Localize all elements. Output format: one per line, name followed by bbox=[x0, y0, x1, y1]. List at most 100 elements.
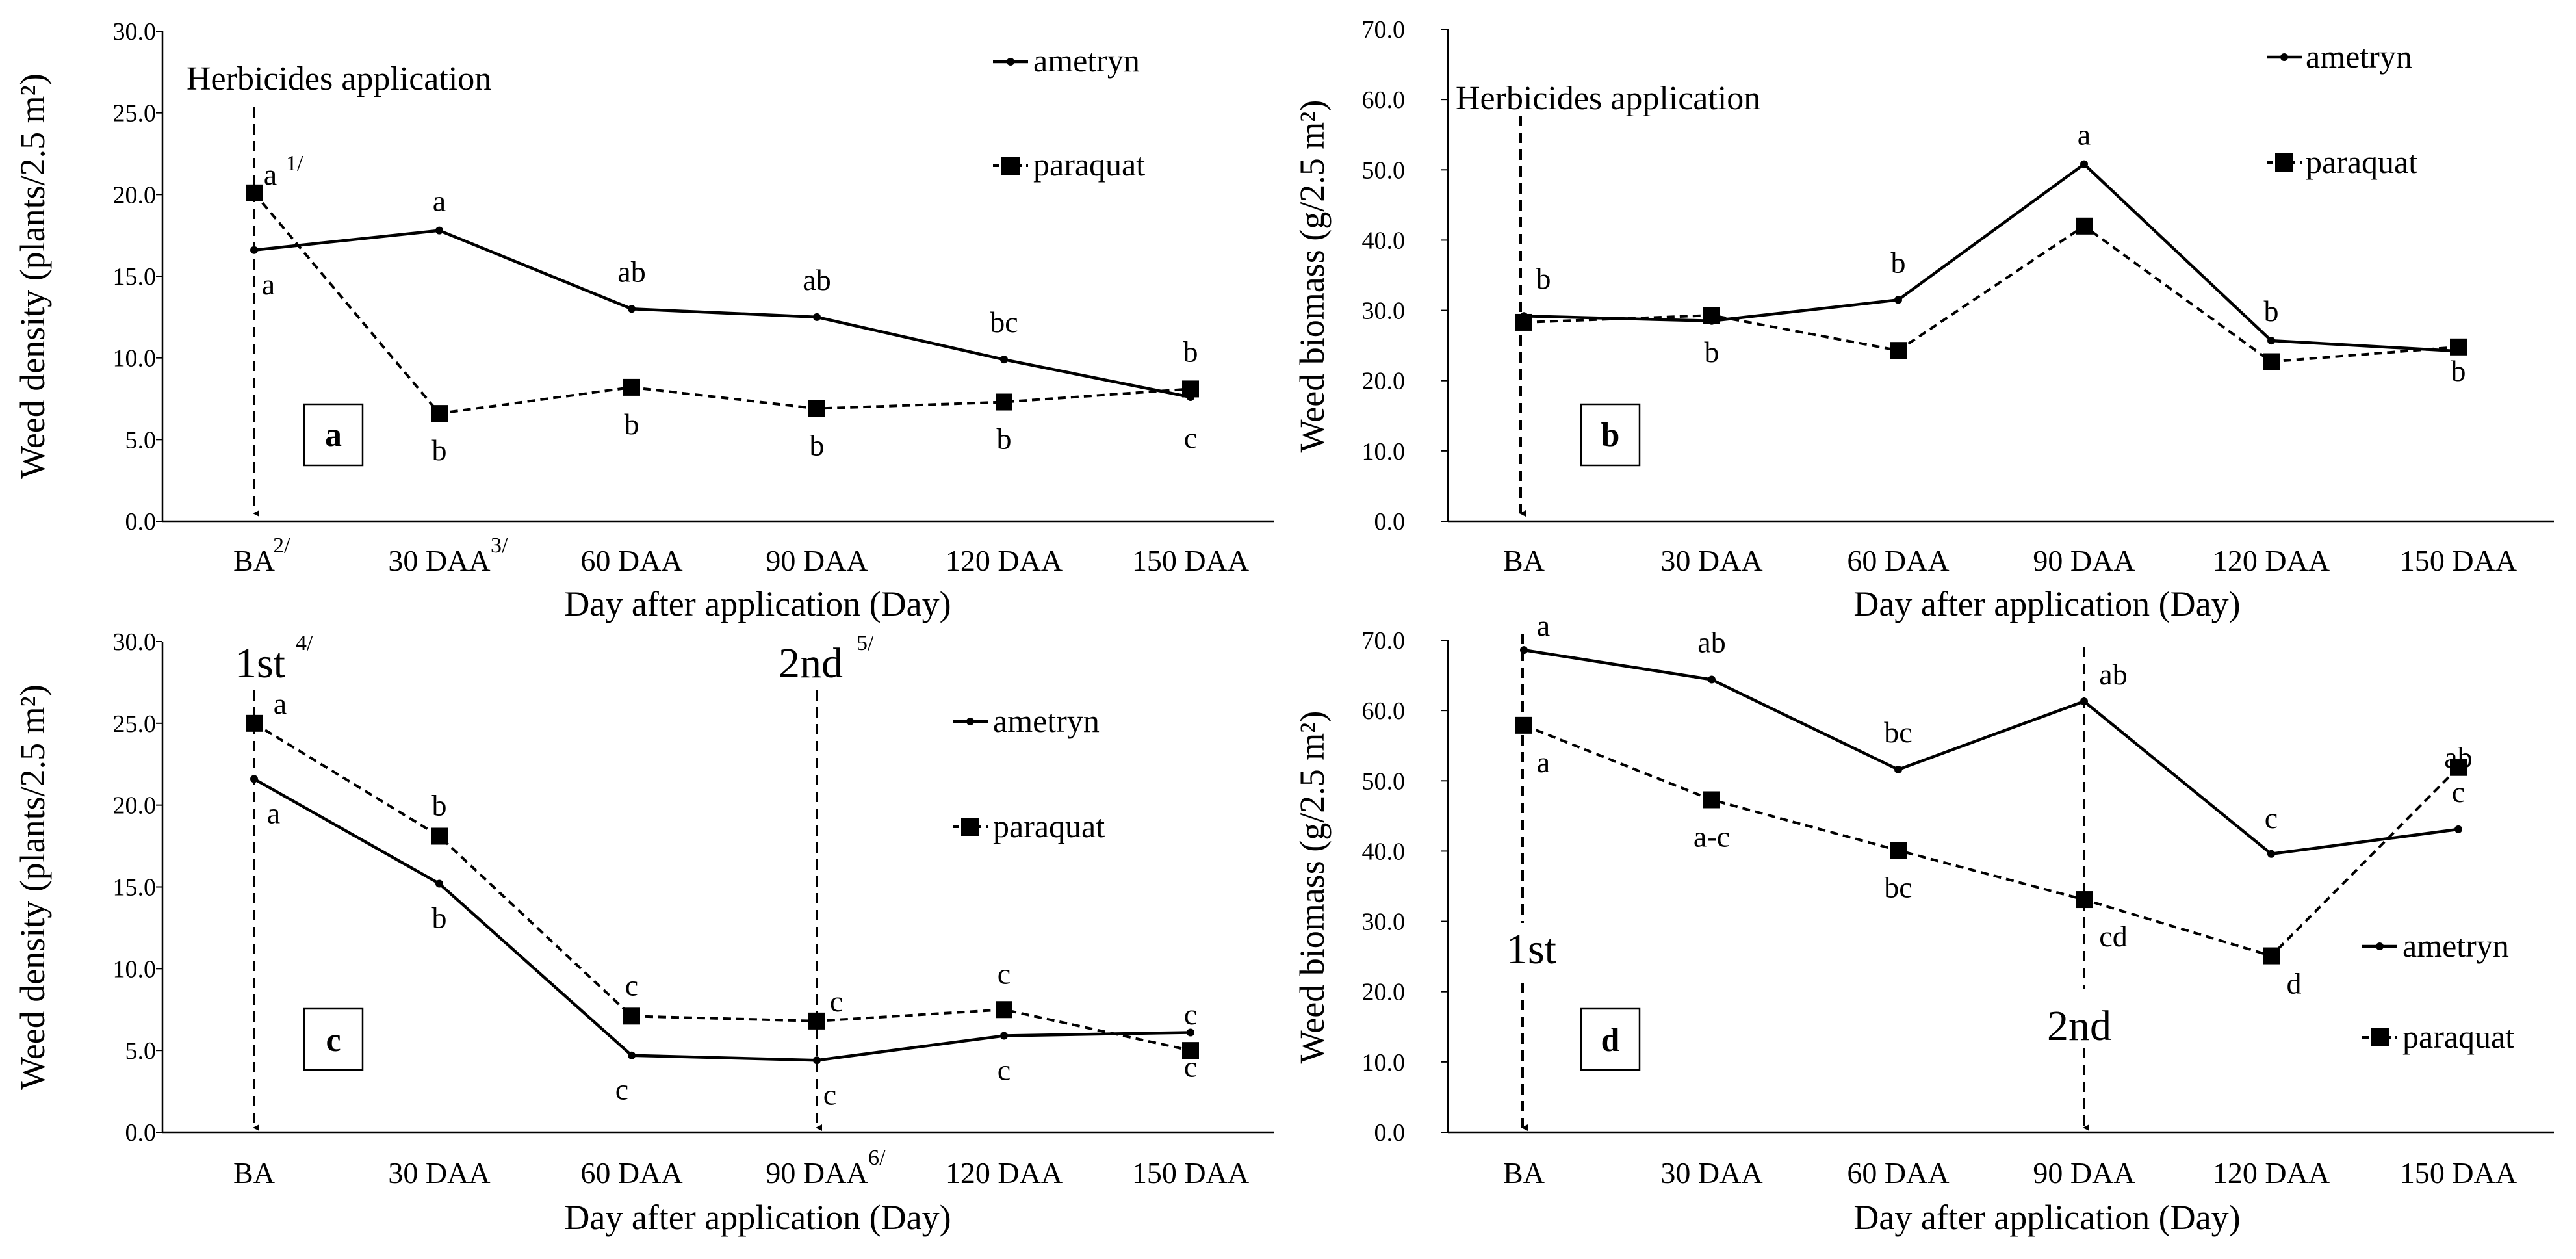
x-tick-label: 150 DAA bbox=[1132, 544, 1249, 577]
point-paraquat bbox=[2076, 217, 2093, 235]
panel-c-chart: 0.0 5.0 10.0 15.0 20.0 25.0 30.0 BA 30 DAA 60 DA… bbox=[13, 629, 1274, 1237]
point-paraquat bbox=[431, 405, 448, 422]
panel-b-application-label: Herbicides application bbox=[1456, 80, 1760, 117]
point-ametryn bbox=[1894, 765, 1902, 773]
panel-d-series bbox=[1515, 646, 2467, 965]
point-paraquat bbox=[808, 400, 825, 417]
series-line-paraquat bbox=[253, 192, 1191, 415]
significance-letter-ametryn: b bbox=[432, 901, 447, 934]
panel-c-first-application-label: 1st bbox=[235, 640, 285, 687]
panel-a-footnote-1: 1/ bbox=[286, 151, 303, 175]
panel-b-legend-ametryn: ametryn bbox=[2306, 38, 2412, 75]
x-tick-footnote: 6/ bbox=[868, 1146, 886, 1170]
panel-d-x-ticks: BA 30 DAA 60 DAA 90 DAA 120 DAA 150 DAA bbox=[1503, 1156, 2517, 1189]
point-ametryn bbox=[628, 1051, 636, 1059]
y-tick-label: 20.0 bbox=[113, 792, 157, 820]
series-line-ametryn bbox=[1523, 162, 2459, 353]
panel-a-letter: a bbox=[325, 417, 342, 454]
significance-letter-ametryn: b bbox=[1536, 262, 1551, 295]
point-paraquat bbox=[431, 827, 448, 845]
significance-letter-ametryn: a bbox=[267, 796, 280, 829]
y-tick-label: 10.0 bbox=[113, 955, 157, 983]
significance-letter-paraquat: ab bbox=[2444, 741, 2472, 774]
panel-c-series bbox=[246, 714, 1199, 1065]
y-tick-label: 60.0 bbox=[1362, 86, 1406, 114]
y-tick-label: 70.0 bbox=[1362, 16, 1406, 44]
x-tick-label: BA bbox=[1503, 544, 1545, 577]
point-paraquat bbox=[2450, 759, 2467, 776]
panel-b-letter-box bbox=[1580, 403, 1641, 467]
panel-d-second-application-label: 2nd bbox=[2047, 1002, 2111, 1050]
point-paraquat bbox=[2450, 338, 2467, 356]
x-tick-label: 60 DAA bbox=[580, 1156, 682, 1189]
point-ametryn bbox=[2454, 825, 2462, 833]
x-tick-label: BA bbox=[233, 1156, 275, 1189]
y-tick-label: 60.0 bbox=[1362, 697, 1406, 725]
significance-letter-ametryn: ab bbox=[1697, 626, 1725, 659]
series-line-ametryn bbox=[253, 229, 1191, 399]
y-tick-label: 10.0 bbox=[1362, 1049, 1406, 1076]
point-paraquat bbox=[2263, 353, 2280, 370]
significance-letter-paraquat: b bbox=[1183, 335, 1198, 368]
panel-b-y-axis-label: Weed biomass (g/2.5 m²) bbox=[1293, 100, 1332, 453]
panel-c-legend-paraquat-marker bbox=[961, 818, 979, 836]
x-tick-label: 30 DAA bbox=[388, 544, 490, 577]
point-paraquat bbox=[623, 1007, 640, 1025]
panel-c-letter: c bbox=[326, 1022, 341, 1059]
significance-letter-paraquat: b bbox=[2451, 354, 2466, 387]
significance-letter-ametryn: c bbox=[1184, 1050, 1197, 1083]
significance-letter-ametryn: a bbox=[262, 268, 275, 301]
y-tick-label: 0.0 bbox=[1374, 1119, 1406, 1147]
point-ametryn bbox=[2267, 850, 2275, 858]
point-ametryn bbox=[1187, 1028, 1194, 1037]
point-ametryn bbox=[1894, 296, 1902, 304]
point-paraquat bbox=[996, 1001, 1012, 1019]
panel-c-x-axis-label: Day after application (Day) bbox=[564, 1198, 951, 1237]
panel-a-x-ticks: BA2/30 DAA 3/60 DAA 90 DAA 120 DAA 150 DAA bbox=[233, 534, 1249, 577]
y-tick-label: 15.0 bbox=[113, 874, 157, 902]
y-tick-label: 10.0 bbox=[1362, 438, 1406, 465]
x-tick-label: 30 DAA bbox=[388, 1156, 490, 1189]
panel-b-y-ticks: 0.0 10.0 20.0 30.0 40.0 50.0 60.0 70.0 bbox=[1362, 16, 2554, 536]
significance-letter-ametryn: a bbox=[2078, 118, 2091, 151]
point-paraquat bbox=[1890, 342, 1907, 359]
panel-c-legend-paraquat: paraquat bbox=[993, 808, 1105, 844]
panel-d-legend-paraquat: paraquat bbox=[2402, 1019, 2514, 1055]
y-tick-label: 0.0 bbox=[125, 1119, 157, 1147]
y-tick-label: 20.0 bbox=[113, 181, 157, 209]
significance-letter-paraquat: bc bbox=[1884, 870, 1912, 903]
x-tick-footnote: 2/ bbox=[273, 534, 290, 558]
significance-letter-paraquat: b bbox=[810, 429, 825, 462]
y-tick-label: 15.0 bbox=[113, 263, 157, 291]
series-line-paraquat bbox=[253, 722, 1191, 1052]
significance-letter-ametryn: a bbox=[433, 185, 446, 218]
y-tick-label: 10.0 bbox=[113, 345, 157, 372]
x-tick-label: 60 DAA bbox=[1847, 1156, 1949, 1189]
x-tick-label: 150 DAA bbox=[2400, 544, 2517, 577]
point-ametryn bbox=[813, 1056, 821, 1065]
panel-b-legend-ametryn-marker bbox=[2280, 53, 2288, 61]
significance-letter-ametryn: b bbox=[2264, 294, 2279, 328]
point-ametryn bbox=[813, 313, 821, 321]
x-tick-label: 90 DAA bbox=[2033, 544, 2135, 577]
point-paraquat bbox=[996, 393, 1012, 411]
panel-d-chart: 0.0 10.0 20.0 30.0 40.0 50.0 60.0 70.0 BA 30 DAA… bbox=[1293, 609, 2554, 1237]
x-tick-label: 120 DAA bbox=[946, 544, 1063, 577]
panel-c-x-ticks: BA 30 DAA 60 DAA 90 DAA 6/120 DAA 150 DAA bbox=[233, 1146, 1249, 1189]
panel-a-legend-paraquat: paraquat bbox=[1033, 146, 1145, 183]
point-paraquat bbox=[1890, 842, 1907, 859]
point-paraquat bbox=[1703, 791, 1720, 809]
y-tick-label: 5.0 bbox=[125, 1037, 157, 1065]
significance-letter-paraquat: a bbox=[1537, 746, 1550, 779]
x-tick-label: 90 DAA bbox=[2033, 1156, 2135, 1189]
significance-letter-paraquat: c bbox=[1184, 998, 1197, 1031]
significance-letter-paraquat: a bbox=[264, 158, 277, 191]
panel-b-legend-paraquat: paraquat bbox=[2306, 144, 2417, 180]
panel-a-y-ticks: 0.0 5.0 10.0 15.0 20.0 25.0 30.0 bbox=[113, 18, 1274, 536]
panel-c-y-axis-label: Weed density (plants/2.5 m²) bbox=[13, 684, 52, 1090]
x-tick-label: 30 DAA bbox=[1660, 1156, 1762, 1189]
panel-d-y-ticks: 0.0 10.0 20.0 30.0 40.0 50.0 60.0 70.0 bbox=[1362, 627, 2554, 1147]
